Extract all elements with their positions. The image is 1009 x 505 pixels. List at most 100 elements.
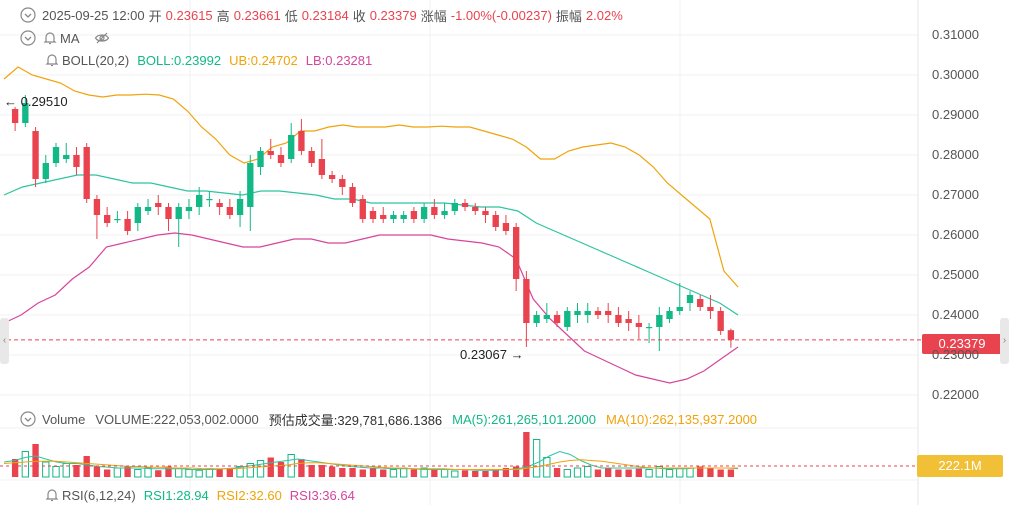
ohlc-row: 2025-09-25 12:00 开 0.23615 高 0.23661 低 0… bbox=[20, 6, 627, 24]
candle-body bbox=[635, 323, 643, 327]
volume-bar bbox=[226, 468, 234, 477]
volume-bar bbox=[185, 469, 193, 478]
volume-bar bbox=[431, 469, 438, 477]
candle-body bbox=[594, 311, 602, 315]
candle-body bbox=[308, 151, 315, 163]
candle-body bbox=[605, 311, 612, 315]
volume-bar bbox=[573, 467, 582, 478]
y-axis-tick-label: 0.27000 bbox=[932, 187, 979, 202]
volume-estimate: 预估成交量:329,781,686.1386 bbox=[268, 412, 443, 428]
y-axis-tick-label: 0.23000 bbox=[932, 347, 979, 362]
candle-body bbox=[686, 295, 694, 303]
volume-bar bbox=[686, 467, 694, 478]
candle-body bbox=[717, 311, 724, 331]
volume-bar bbox=[175, 467, 183, 478]
volume-bar bbox=[605, 468, 612, 477]
candle-body bbox=[195, 195, 203, 207]
volume-bar bbox=[328, 466, 336, 477]
volume-bar bbox=[420, 467, 428, 478]
candle-body bbox=[492, 215, 499, 227]
boll-row: BOLL(20,2) BOLL:0.23992 UB:0.24702 LB:0.… bbox=[44, 51, 376, 69]
volume-bar bbox=[308, 465, 315, 477]
candle-body bbox=[666, 311, 673, 319]
volume-bar bbox=[665, 469, 674, 478]
current-volume-tag: 222.1M bbox=[917, 455, 1003, 477]
volume-bar bbox=[52, 466, 60, 478]
candle-body bbox=[431, 207, 438, 215]
boll-label: BOLL(20,2) bbox=[62, 52, 130, 68]
y-axis-tick-label: 0.26000 bbox=[932, 227, 979, 242]
collapse-icon[interactable] bbox=[20, 411, 36, 427]
candle-body bbox=[676, 307, 683, 311]
scroll-left-handle[interactable]: ‹ bbox=[0, 318, 9, 364]
open-value: 0.23615 bbox=[165, 7, 213, 23]
low-value: 0.23184 bbox=[301, 7, 349, 23]
candle-body bbox=[656, 315, 663, 327]
candle-body bbox=[83, 147, 90, 199]
volume-bar bbox=[655, 466, 663, 478]
volume-bar bbox=[93, 466, 101, 477]
volume-bar bbox=[73, 465, 80, 477]
volume-ma5-line bbox=[3, 450, 739, 471]
candle-body bbox=[288, 135, 295, 159]
bell-icon[interactable] bbox=[44, 52, 60, 68]
change-value: -1.00%(-0.00237) bbox=[450, 7, 552, 23]
candle-body bbox=[175, 207, 182, 219]
candle-body bbox=[707, 307, 714, 311]
volume-bar bbox=[707, 468, 714, 477]
high-value: 0.23661 bbox=[233, 7, 281, 23]
candle-body bbox=[277, 155, 285, 163]
collapse-icon[interactable] bbox=[20, 30, 36, 46]
low-label: 低 bbox=[284, 8, 298, 24]
candle-body bbox=[32, 131, 39, 179]
volume-bar bbox=[615, 469, 622, 477]
volume-value: VOLUME:222,053,002.0000 bbox=[95, 411, 259, 427]
volume-bar bbox=[165, 466, 172, 477]
boll-mid-value: BOLL:0.23992 bbox=[137, 52, 222, 68]
candle-body bbox=[574, 311, 581, 315]
volume-bar bbox=[103, 469, 111, 477]
volume-bar bbox=[369, 468, 377, 477]
high-label: 高 bbox=[216, 8, 230, 24]
current-price-tag: 0.23379 bbox=[922, 334, 1002, 354]
volume-bar bbox=[246, 463, 254, 478]
candle-body bbox=[410, 211, 418, 219]
candle-body bbox=[247, 163, 254, 207]
candle-body bbox=[52, 147, 60, 163]
rsi2-value: RSI2:32.60 bbox=[216, 487, 282, 503]
candle-body bbox=[615, 315, 622, 323]
rsi-row: RSI(6,12,24) RSI1:28.94 RSI2:32.60 RSI3:… bbox=[44, 486, 359, 504]
candle-body bbox=[369, 211, 377, 219]
volume-ma5: MA(5):261,265,101.2000 bbox=[452, 411, 596, 427]
y-axis-tick-label: 0.25000 bbox=[932, 267, 979, 282]
candle-body bbox=[144, 207, 152, 211]
candle-body bbox=[441, 211, 448, 215]
candle-body bbox=[461, 203, 469, 207]
candle-body bbox=[155, 203, 162, 207]
rsi1-value: RSI1:28.94 bbox=[143, 487, 209, 503]
candle-body bbox=[318, 159, 326, 175]
candle-body bbox=[298, 131, 305, 151]
candle-body bbox=[267, 151, 274, 155]
bell-icon[interactable] bbox=[42, 30, 58, 46]
y-axis-tick-label: 0.22000 bbox=[932, 387, 979, 402]
volume-bar bbox=[216, 469, 223, 477]
volume-bar bbox=[553, 468, 561, 477]
eye-off-icon[interactable] bbox=[94, 30, 110, 46]
candle-body bbox=[502, 223, 510, 231]
scroll-right-handle[interactable]: › bbox=[1000, 318, 1009, 364]
volume-bar bbox=[359, 469, 366, 477]
boll-upper-value: UB:0.24702 bbox=[229, 52, 298, 68]
collapse-icon[interactable] bbox=[20, 7, 36, 23]
volume-bar bbox=[635, 468, 643, 477]
change-label: 涨幅 bbox=[420, 8, 447, 24]
y-axis-tick-label: 0.24000 bbox=[932, 307, 979, 322]
bell-icon[interactable] bbox=[44, 487, 60, 503]
candle-body bbox=[124, 219, 131, 231]
volume-bar bbox=[298, 459, 305, 477]
volume-bar bbox=[727, 469, 735, 477]
candle-body bbox=[114, 219, 121, 221]
high-marker: ← 0.29510 bbox=[4, 94, 68, 109]
volume-bar bbox=[543, 457, 551, 478]
